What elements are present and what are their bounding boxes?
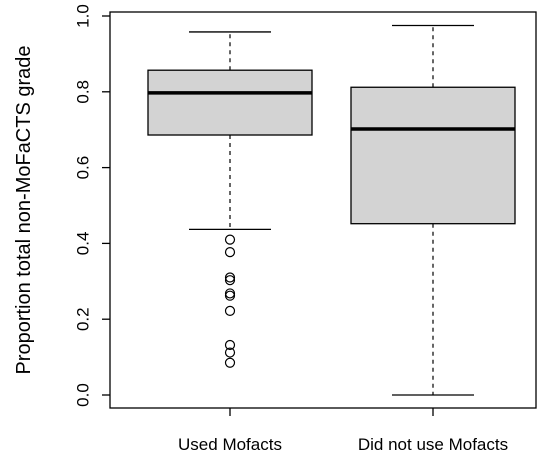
outlier-point [224,290,236,301]
box-iqr [147,69,313,136]
x-tick-label: Did not use Mofacts [358,435,508,454]
y-tick-label: 1.0 [74,4,93,28]
y-tick-label: 0.6 [74,156,93,180]
y-tick-label: 0.4 [74,232,93,256]
y-tick-label: 0.8 [74,80,93,104]
box-group [350,24,516,396]
x-axis: Used Mofacts Did not use Mofacts [178,408,508,454]
box-group [147,31,313,368]
boxes [147,24,516,396]
plot-frame [109,11,537,409]
outlier-point [224,247,236,258]
y-axis: 0.0 0.2 0.4 0.6 0.8 1.0 [74,4,110,407]
outlier-point [224,357,236,368]
outlier-point [224,288,236,299]
outlier-point [224,347,236,358]
outlier-point [224,272,236,283]
y-tick-label: 0.2 [74,307,93,331]
outlier-point [224,305,236,316]
y-tick-label: 0.0 [74,383,93,407]
x-tick-label: Used Mofacts [178,435,282,454]
outlier-point [224,234,236,245]
y-axis-label: Proportion total non-MoFaCTS grade [13,45,35,374]
outlier-point [224,275,236,286]
box-iqr [350,86,516,225]
outlier-point [224,339,236,351]
